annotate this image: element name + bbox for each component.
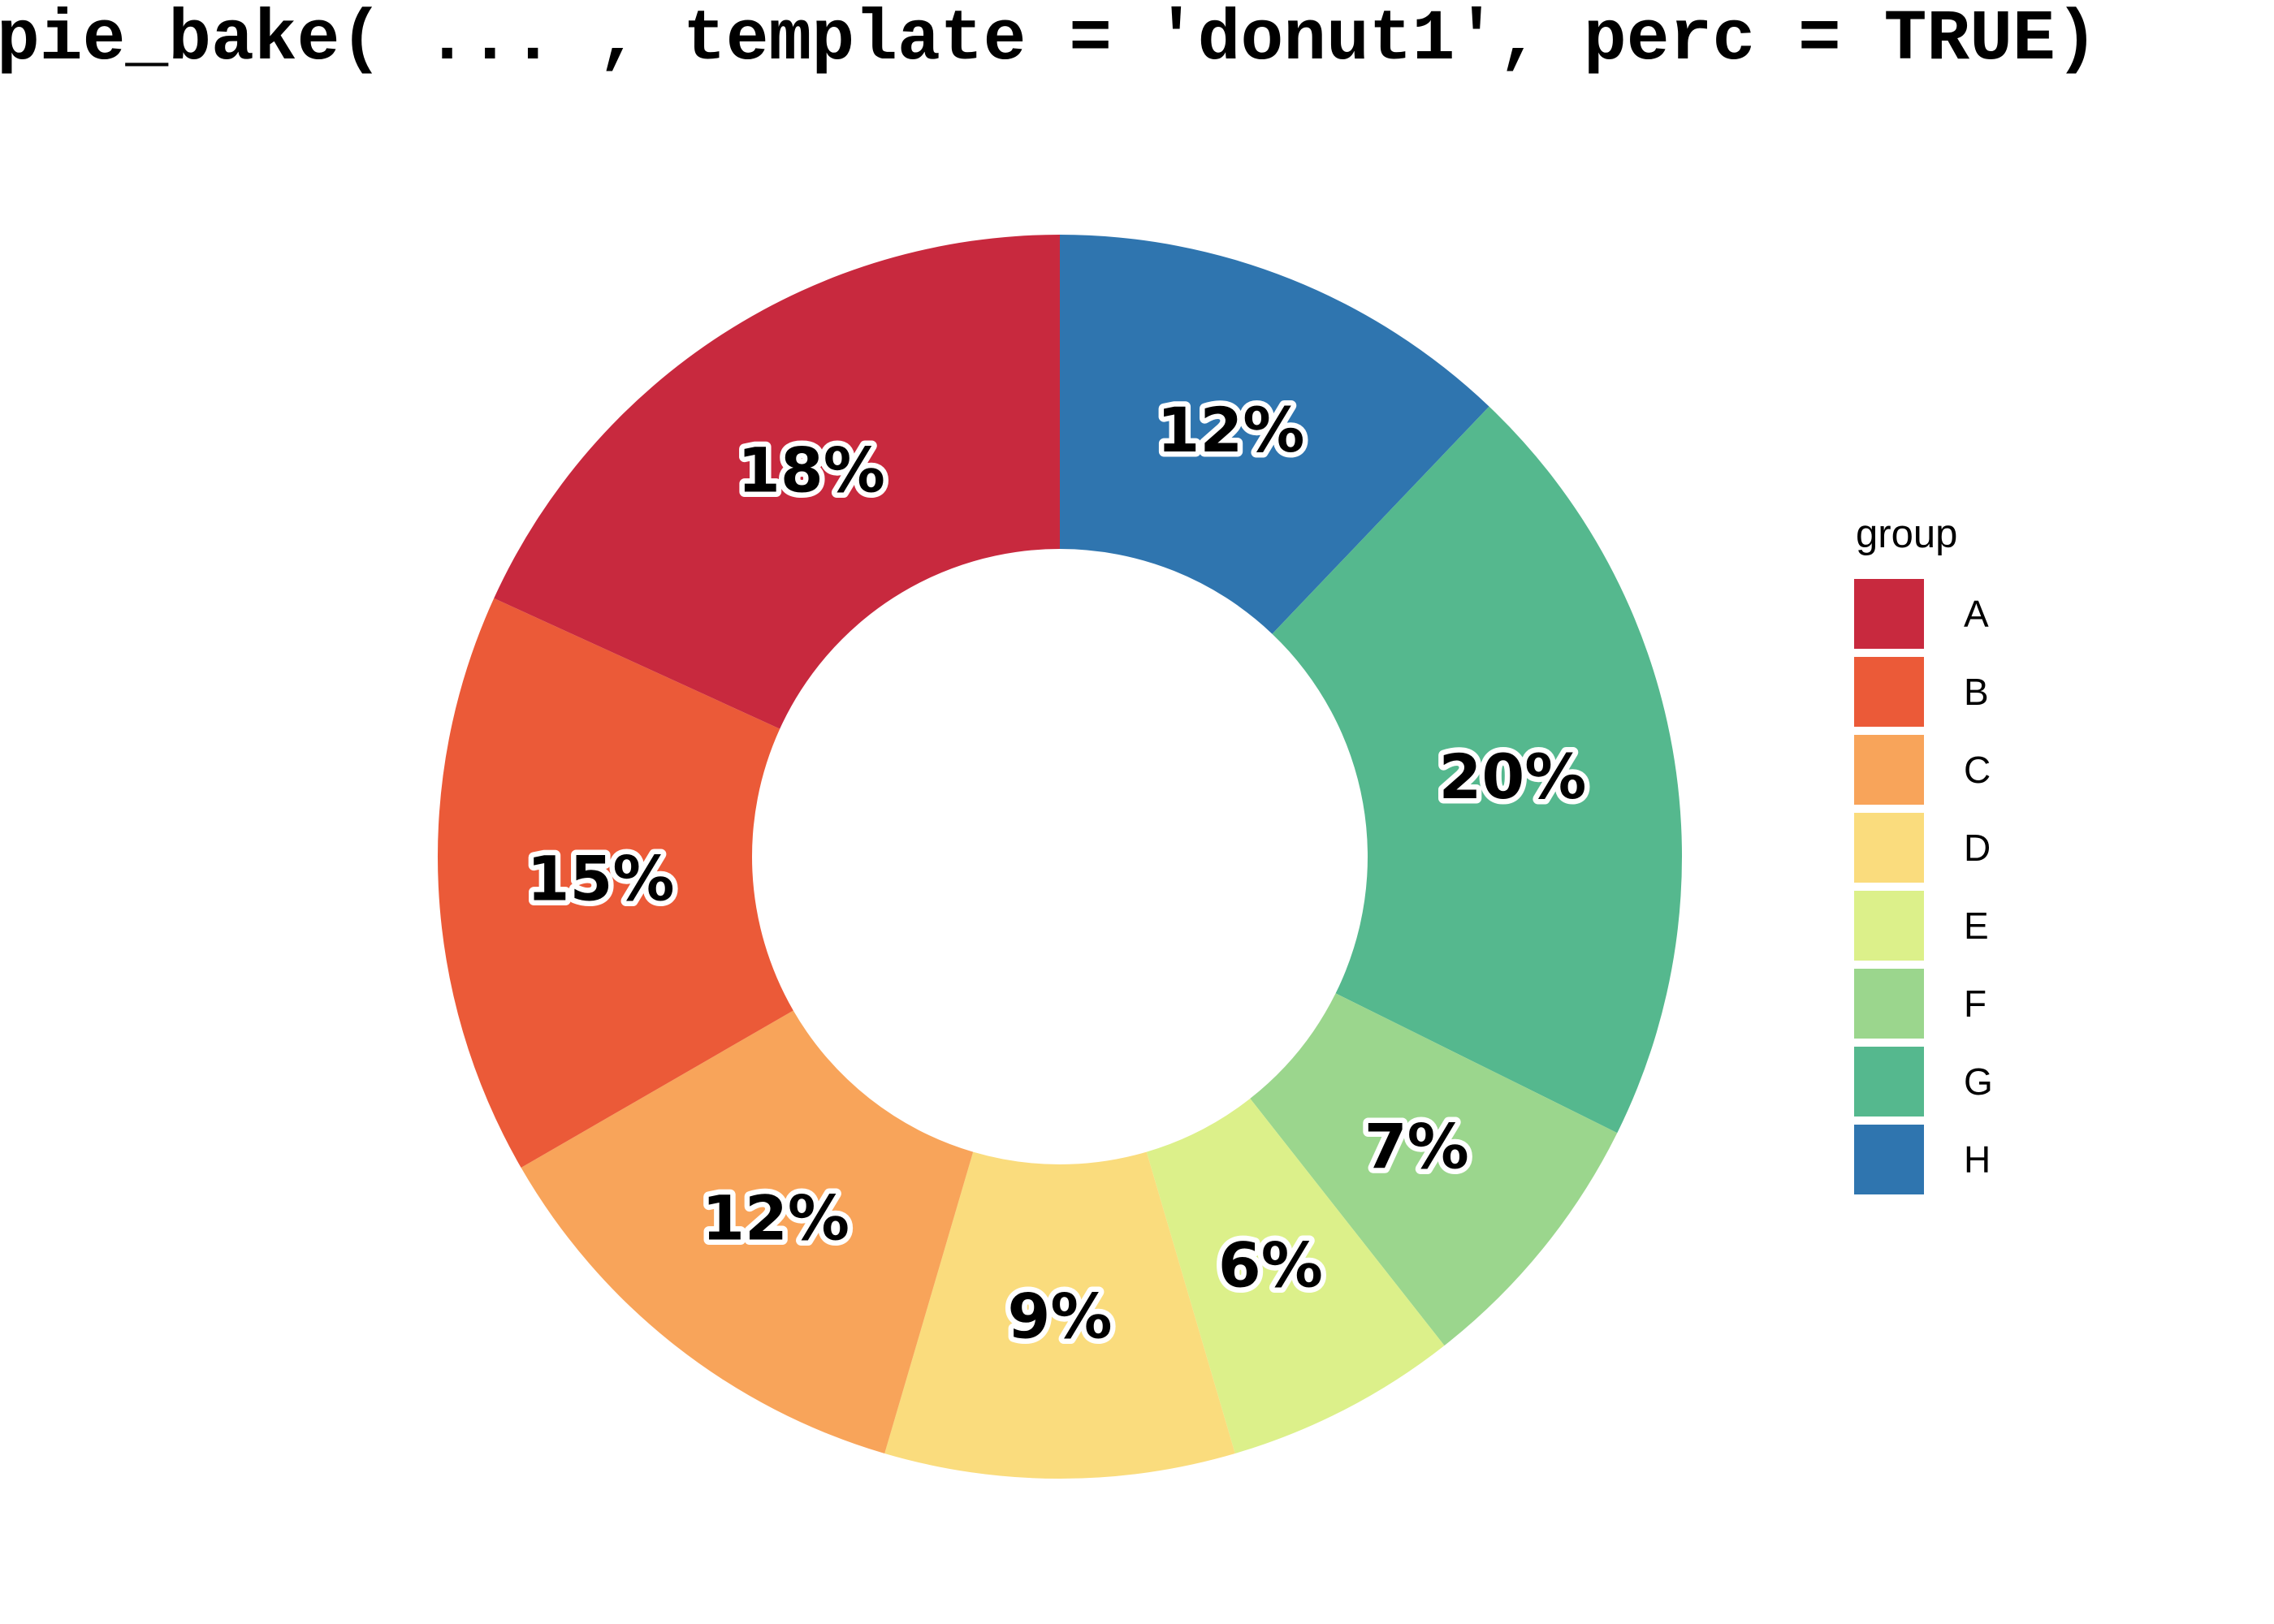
legend-swatch-B bbox=[1854, 657, 1924, 727]
legend-label-G: G bbox=[1964, 1060, 1993, 1103]
legend-item-B: B bbox=[1854, 657, 1993, 727]
slice-label-G: 20% bbox=[1438, 741, 1586, 813]
slice-label-C: 12% bbox=[702, 1181, 850, 1254]
legend-label-A: A bbox=[1964, 593, 1989, 635]
legend-item-C: C bbox=[1854, 735, 1993, 805]
donut-slice-E bbox=[1146, 1098, 1445, 1453]
donut-slice-D bbox=[884, 1151, 1235, 1479]
chart-title: pie_bake( ... , template = 'donut1', per… bbox=[0, 0, 2099, 80]
donut-slice-B bbox=[437, 598, 793, 1168]
legend-label-H: H bbox=[1964, 1138, 1991, 1181]
slice-label-F: 7% bbox=[1364, 1110, 1469, 1182]
donut-slice-C bbox=[521, 1010, 974, 1453]
slice-label-D: 9% bbox=[1007, 1281, 1112, 1353]
legend-label-C: C bbox=[1964, 749, 1991, 791]
legend-item-F: F bbox=[1854, 969, 1993, 1039]
slice-label-A: 18% bbox=[737, 434, 885, 506]
legend-label-B: B bbox=[1964, 671, 1989, 713]
legend-item-A: A bbox=[1854, 579, 1993, 649]
legend-label-E: E bbox=[1964, 905, 1989, 947]
donut-slice-G bbox=[1272, 406, 1683, 1134]
legend-swatch-F bbox=[1854, 969, 1924, 1039]
legend-swatch-G bbox=[1854, 1047, 1924, 1116]
legend-swatch-D bbox=[1854, 813, 1924, 883]
slice-label-H: 12% bbox=[1156, 394, 1304, 466]
legend-item-D: D bbox=[1854, 813, 1993, 883]
donut-labels: 12% 20% 7% 6% 9% 12% 15% 18% bbox=[521, 389, 1592, 1358]
legend-swatch-A bbox=[1854, 579, 1924, 649]
donut-slice-H bbox=[1060, 235, 1489, 634]
legend-title: group bbox=[1856, 512, 1958, 556]
donut-slice-A bbox=[494, 235, 1060, 729]
legend-label-D: D bbox=[1964, 827, 1991, 869]
legend-item-G: G bbox=[1854, 1047, 1993, 1116]
legend-item-H: H bbox=[1854, 1125, 1993, 1194]
donut-slices bbox=[437, 235, 1683, 1479]
legend-swatch-C bbox=[1854, 735, 1924, 805]
legend-label-F: F bbox=[1964, 983, 1987, 1025]
slice-label-B: 15% bbox=[527, 842, 675, 914]
legend-swatch-H bbox=[1854, 1125, 1924, 1194]
donut-slice-F bbox=[1250, 993, 1618, 1346]
slice-label-E: 6% bbox=[1218, 1229, 1323, 1302]
legend-item-E: E bbox=[1854, 891, 1993, 961]
legend-swatch-E bbox=[1854, 891, 1924, 961]
